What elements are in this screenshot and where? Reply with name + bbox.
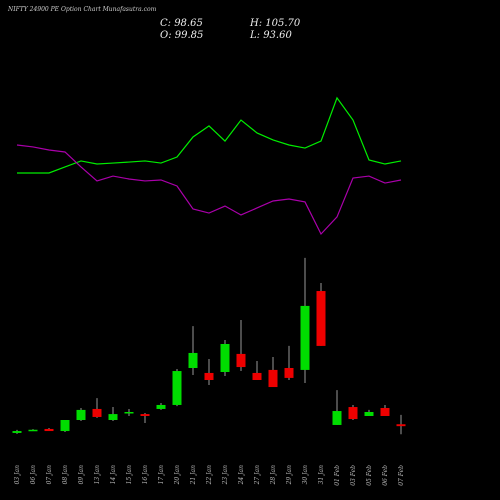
candle-body — [28, 429, 38, 432]
low-label: L: 93.60 — [249, 30, 292, 41]
x-tick-label: 20 Jan — [174, 465, 181, 486]
x-tick-label: 09 Jan — [78, 465, 85, 485]
candle-body — [44, 428, 54, 432]
x-tick-label: 29 Jan — [286, 465, 293, 486]
candle-body — [220, 344, 230, 372]
x-tick-label: 27 Jan — [254, 465, 261, 486]
candle-body — [284, 368, 294, 378]
x-tick-label: 30 Jan — [302, 465, 309, 485]
candle-body — [300, 305, 310, 370]
x-tick-label: 16 Jan — [142, 465, 149, 485]
x-tick-label: 17 Jan — [158, 465, 165, 485]
x-tick-label: 24 Jan — [238, 465, 245, 486]
close-label: C: 98.65 — [160, 18, 203, 29]
candle-body — [124, 412, 134, 414]
candle-body — [396, 424, 406, 427]
candle-body — [108, 414, 118, 420]
candle-body — [140, 414, 150, 416]
x-tick-label: 03 Jan — [14, 465, 21, 485]
x-tick-label: 22 Jan — [206, 465, 213, 486]
chart-title: NIFTY 24900 PE Option Chart Munafasutra.… — [7, 6, 157, 13]
x-tick-label: 01 Feb — [334, 465, 341, 486]
x-tick-label: 07 Jan — [46, 465, 53, 485]
x-tick-label: 23 Jan — [222, 465, 229, 486]
open-label: O: 99.85 — [160, 30, 203, 41]
x-tick-label: 13 Jan — [94, 465, 101, 485]
candle-body — [364, 412, 374, 416]
indicator-line — [17, 96, 402, 174]
x-tick-label: 05 Feb — [366, 465, 373, 486]
candle-body — [156, 404, 166, 409]
x-tick-label: 31 Jan — [318, 465, 325, 485]
candle-body — [348, 407, 358, 420]
candle-body — [188, 352, 198, 368]
x-tick-label: 03 Feb — [350, 465, 357, 486]
candle-body — [60, 420, 70, 432]
indicator-line — [16, 144, 402, 236]
x-tick-label: 07 Feb — [398, 465, 405, 486]
candle-body — [204, 372, 214, 380]
candle-body — [268, 369, 278, 388]
candle-body — [332, 411, 342, 425]
x-tick-label: 06 Feb — [382, 465, 389, 486]
high-label: H: 105.70 — [249, 18, 301, 29]
candle-body — [12, 431, 22, 433]
x-tick-label: 14 Jan — [110, 465, 117, 485]
x-tick-label: 06 Jan — [30, 465, 37, 485]
x-tick-label: 28 Jan — [270, 465, 277, 486]
x-tick-label: 15 Jan — [126, 465, 133, 485]
candle-body — [316, 291, 326, 346]
candle-body — [92, 408, 102, 417]
candle-body — [172, 371, 182, 405]
candle-body — [76, 409, 86, 420]
candle-body — [252, 372, 262, 380]
candle-body — [380, 408, 390, 416]
candle-body — [236, 353, 246, 368]
x-tick-label: 21 Jan — [190, 465, 197, 486]
x-tick-label: 08 Jan — [62, 465, 69, 485]
